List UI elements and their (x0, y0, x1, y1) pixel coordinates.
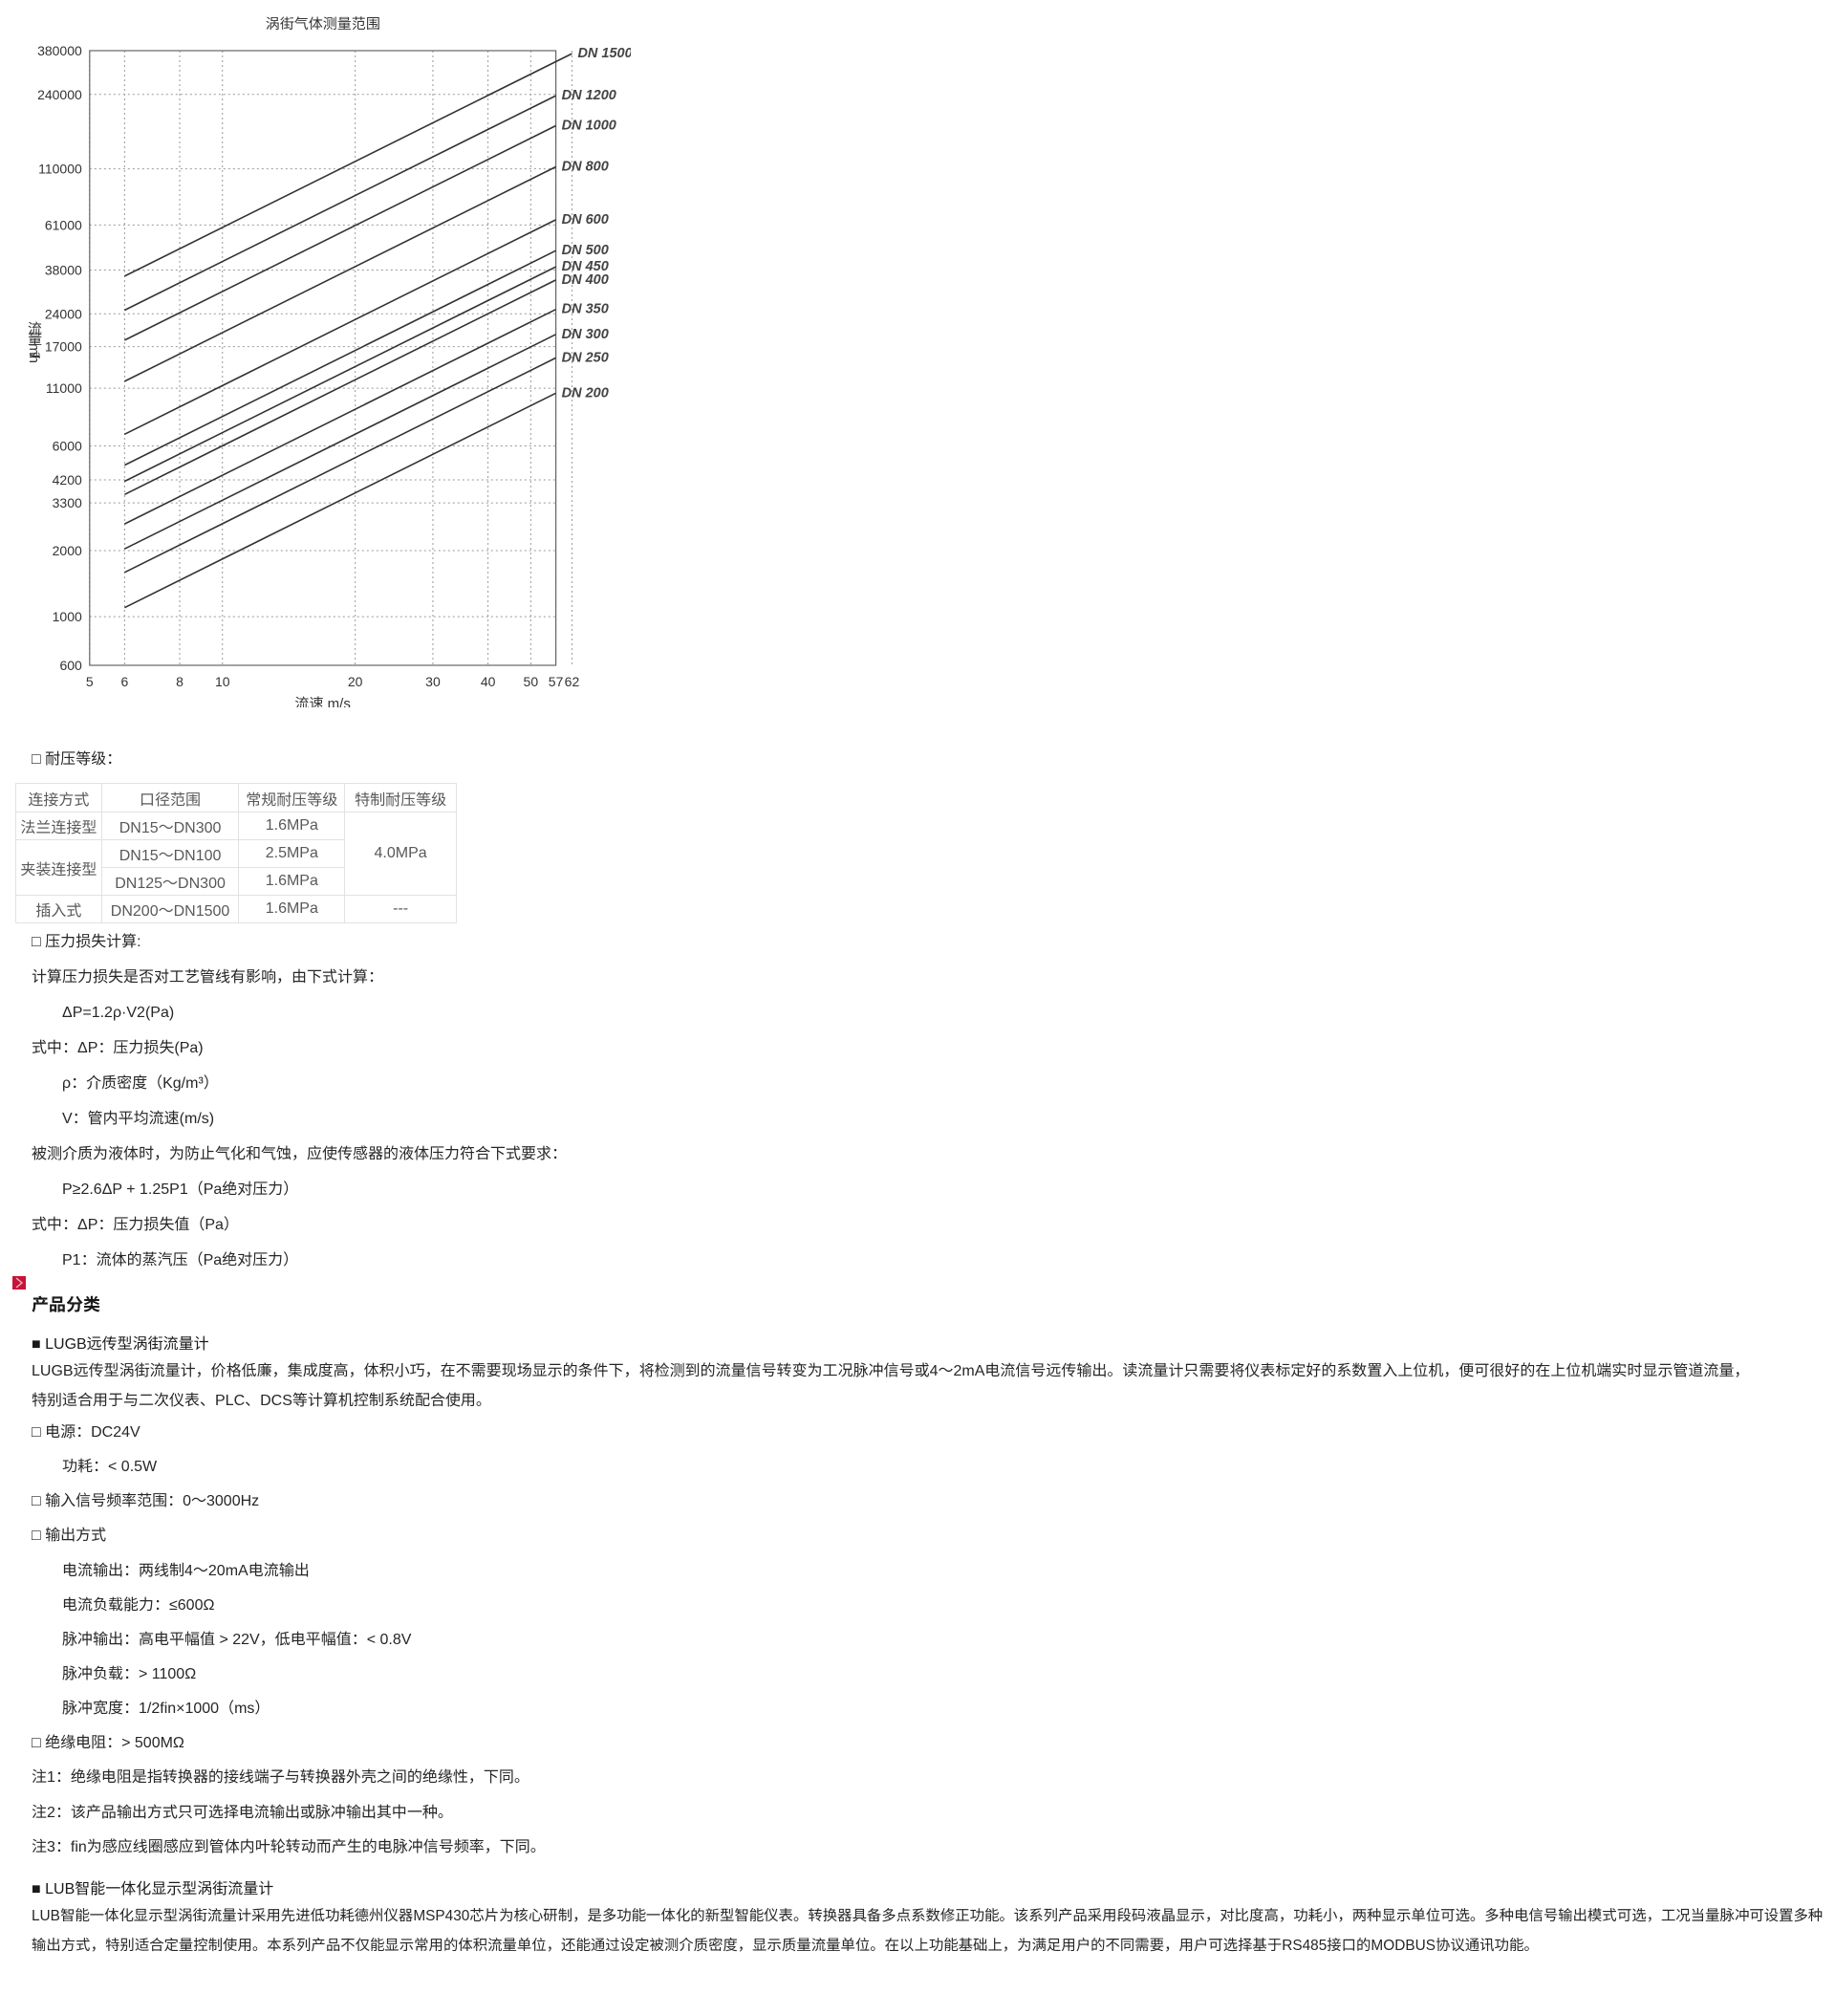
svg-text:DN 1200: DN 1200 (562, 88, 616, 103)
svg-text:17000: 17000 (45, 339, 82, 355)
svg-text:30: 30 (425, 674, 441, 689)
svg-text:600: 600 (59, 658, 82, 673)
svg-text:涡街气体测量范围: 涡街气体测量范围 (266, 15, 380, 33)
svg-text:11000: 11000 (46, 380, 82, 396)
svg-text:4200: 4200 (53, 472, 82, 488)
svg-text:DN 200: DN 200 (562, 385, 609, 401)
svg-text:40: 40 (481, 674, 496, 689)
svg-text:1000: 1000 (53, 609, 82, 624)
svg-text:38000: 38000 (45, 263, 82, 278)
svg-text:110000: 110000 (38, 162, 82, 177)
svg-text:50: 50 (524, 674, 539, 689)
svg-text:DN 400: DN 400 (562, 272, 609, 288)
svg-text:2000: 2000 (53, 543, 82, 558)
svg-text:240000: 240000 (37, 87, 82, 102)
svg-text:DN 1000: DN 1000 (562, 119, 616, 134)
svg-text:5: 5 (86, 674, 94, 689)
svg-text:DN 800: DN 800 (562, 160, 609, 175)
svg-text:380000: 380000 (37, 43, 82, 58)
svg-text:20: 20 (348, 674, 363, 689)
svg-text:DN 300: DN 300 (562, 327, 609, 342)
svg-text:6000: 6000 (53, 438, 82, 453)
svg-text:流速 m/s: 流速 m/s (295, 696, 351, 707)
svg-text:57: 57 (549, 674, 564, 689)
svg-text:10: 10 (215, 674, 230, 689)
svg-text:DN 600: DN 600 (562, 212, 609, 228)
svg-text:DN 350: DN 350 (562, 302, 609, 317)
svg-text:8: 8 (176, 674, 184, 689)
svg-text:61000: 61000 (45, 217, 82, 232)
svg-text:DN 1500: DN 1500 (577, 46, 631, 61)
svg-text:24000: 24000 (45, 306, 82, 321)
svg-text:DN 250: DN 250 (562, 350, 609, 365)
svg-text:6: 6 (120, 674, 128, 689)
svg-text:3300: 3300 (53, 495, 82, 510)
svg-text:DN 500: DN 500 (562, 243, 609, 258)
svg-text:62: 62 (565, 674, 580, 689)
